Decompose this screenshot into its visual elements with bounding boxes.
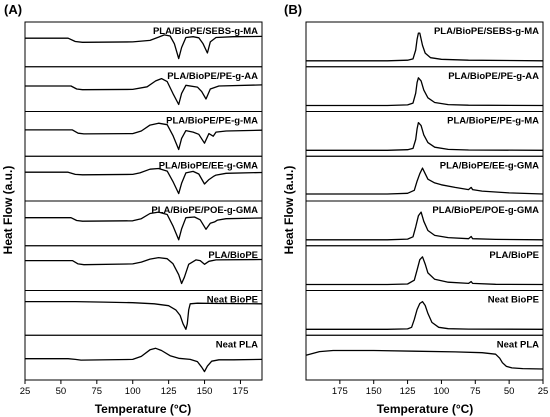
x-tick-label: 100 [433, 386, 449, 397]
series-label: PLA/BioPE/EE-g-GMA [159, 160, 258, 171]
series-curve [306, 300, 544, 330]
x-tick-label: 50 [504, 386, 515, 397]
series-label: PLA/BioPE/PE-g-MA [166, 116, 258, 127]
series-curve [306, 77, 544, 107]
series-label: Neat PLA [216, 339, 258, 350]
series-label: Neat BioPE [488, 295, 539, 306]
series-curve [25, 300, 263, 330]
series-label: PLA/BioPE/PE-g-AA [448, 71, 539, 82]
panel-a-x-axis-title: Temperature (°C) [95, 402, 192, 416]
series-curve [306, 121, 544, 151]
series-label: PLA/BioPE/POE-g-GMA [432, 205, 539, 216]
series-label: PLA/BioPE/PE-g-MA [447, 116, 539, 127]
strip-8: Neat PLA [305, 334, 544, 381]
x-tick-label: 25 [538, 386, 549, 397]
x-tick-label: 75 [470, 386, 481, 397]
panel-b: (B) Heat Flow (a.u.) Temperature (°C) PL… [282, 2, 548, 416]
x-tick-label: 150 [197, 386, 213, 397]
x-tick-label: 50 [56, 386, 67, 397]
series-label: Neat PLA [497, 339, 539, 350]
strip-1: PLA/BioPE/SEBS-g-MA [305, 21, 544, 68]
series-curve [25, 256, 263, 285]
series-curve [306, 211, 544, 241]
x-tick-label: 175 [233, 386, 249, 397]
series-curve [306, 32, 544, 62]
series-curve [306, 256, 544, 286]
strip-frame [24, 334, 263, 381]
strip-4: PLA/BioPE/EE-g-GMA [305, 155, 544, 202]
x-tick-label: 25 [20, 386, 31, 397]
panel-b-x-axis-title: Temperature (°C) [377, 402, 474, 416]
strip-7: Neat BioPE [305, 290, 544, 336]
x-tick-label: 175 [332, 386, 348, 397]
strip-5: PLA/BioPE/POE-g-GMA [24, 200, 263, 247]
series-curve [25, 347, 263, 373]
panel-b-x-ticks: 175 150 125 100 75 50 25 [332, 380, 548, 397]
strip-6: PLA/BioPE [24, 245, 263, 291]
series-curve [25, 122, 263, 151]
strip-1: PLA/BioPE/SEBS-g-MA [24, 21, 263, 68]
panel-a-strips: PLA/BioPE/SEBS-g-MA PLA/BioPE/PE-g-AA PLA/… [24, 21, 263, 381]
strip-7: Neat BioPE [24, 290, 263, 336]
x-tick-label: 150 [366, 386, 382, 397]
series-curve [25, 167, 263, 195]
series-label: PLA/BioPE/POE-g-GMA [151, 205, 258, 216]
panel-a: (A) Heat Flow (a.u.) Temperature (°C) PL… [1, 2, 263, 416]
series-label: PLA/BioPE/SEBS-g-MA [153, 26, 258, 37]
strip-frame [305, 334, 544, 381]
x-tick-label: 125 [400, 386, 416, 397]
x-tick-label: 125 [161, 386, 177, 397]
panel-a-y-axis-title: Heat Flow (a.u.) [1, 166, 15, 255]
strip-3: PLA/BioPE/PE-g-MA [305, 111, 544, 157]
strip-3: PLA/BioPE/PE-g-MA [24, 111, 263, 157]
panel-b-label: (B) [284, 2, 302, 17]
series-label: Neat BioPE [207, 295, 258, 306]
series-label: PLA/BioPE [208, 250, 258, 261]
strip-4: PLA/BioPE/EE-g-GMA [24, 155, 263, 202]
strip-6: PLA/BioPE [305, 245, 544, 291]
series-label: PLA/BioPE [489, 250, 539, 261]
series-label: PLA/BioPE/SEBS-g-MA [434, 26, 539, 37]
panel-a-x-ticks: 25 50 75 100 125 150 175 [20, 380, 249, 397]
series-label: PLA/BioPE/PE-g-AA [167, 71, 258, 82]
panel-b-y-axis-title: Heat Flow (a.u.) [282, 166, 296, 255]
strip-2: PLA/BioPE/PE-g-AA [305, 66, 544, 112]
series-curve [305, 349, 544, 370]
x-tick-label: 100 [125, 386, 141, 397]
strip-8: Neat PLA [24, 334, 263, 381]
series-curve [306, 167, 544, 195]
series-label: PLA/BioPE/EE-g-GMA [440, 160, 539, 171]
series-curve [25, 77, 263, 106]
strip-2: PLA/BioPE/PE-g-AA [24, 66, 263, 112]
series-curve [25, 211, 263, 241]
strip-5: PLA/BioPE/POE-g-GMA [305, 200, 544, 247]
x-tick-label: 75 [92, 386, 103, 397]
panel-b-strips: PLA/BioPE/SEBS-g-MA PLA/BioPE/PE-g-AA PLA/… [305, 21, 544, 381]
panel-a-label: (A) [4, 2, 22, 17]
series-curve [25, 34, 263, 60]
